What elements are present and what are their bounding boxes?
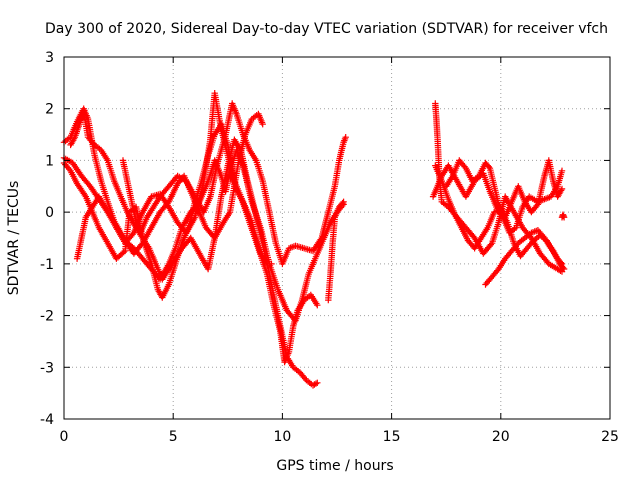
x-tick-labels: 0 5 10 15 20 25: [60, 429, 619, 445]
y-tick-label: -2: [40, 309, 54, 325]
series-markers: [482, 227, 566, 288]
series-track-g: [325, 198, 347, 304]
y-tick-label: -1: [40, 257, 54, 273]
series-markers: [60, 90, 275, 268]
x-tick-label: 15: [383, 429, 401, 445]
y-tick-label: 1: [45, 153, 54, 169]
x-tick-label: 25: [601, 429, 619, 445]
series-markers: [73, 146, 347, 324]
chart-title: Day 300 of 2020, Sidereal Day-to-day VTE…: [45, 21, 608, 37]
y-tick-label: 0: [45, 205, 54, 221]
x-axis-label: GPS time / hours: [276, 458, 393, 474]
series-markers: [119, 100, 349, 268]
y-tick-labels: -4 -3 -2 -1 0 1 2 3: [40, 50, 54, 428]
series-track-l: [482, 227, 566, 288]
y-axis-label: SDTVAR / TECUs: [6, 181, 22, 296]
series-track-d: [67, 108, 321, 389]
x-tick-label: 20: [492, 429, 510, 445]
series-track-f: [119, 100, 349, 268]
x-tick-label: 5: [169, 429, 178, 445]
series-markers: [67, 108, 321, 389]
x-tick-label: 0: [60, 429, 69, 445]
y-tick-label: 2: [45, 102, 54, 118]
series-track-k: [443, 157, 566, 221]
y-tick-label: -3: [40, 360, 54, 376]
series-markers: [443, 157, 566, 221]
y-tick-label: 3: [45, 50, 54, 66]
series-markers: [325, 198, 347, 304]
series-markers: [558, 211, 568, 221]
series-track-a: [60, 90, 275, 268]
x-tick-label: 10: [273, 429, 291, 445]
series-track-e: [73, 146, 347, 324]
y-tick-label: -4: [40, 412, 54, 428]
series-track-h: [432, 100, 566, 275]
axis-ticks: [63, 56, 611, 420]
series-markers: [432, 100, 566, 275]
plot-frame: [63, 56, 611, 420]
series-track-m: [558, 211, 568, 221]
data-series: [60, 90, 568, 389]
